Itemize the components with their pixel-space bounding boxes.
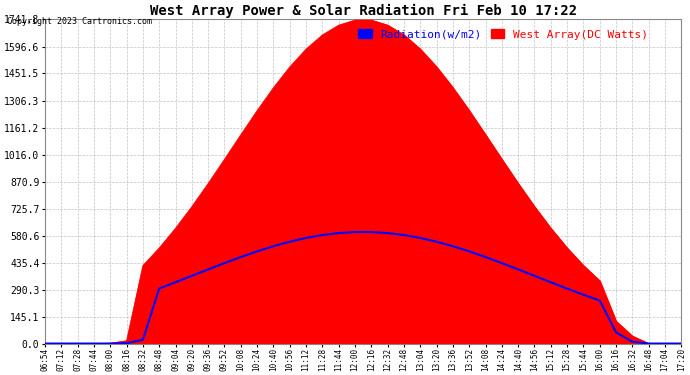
Legend: Radiation(w/m2), West Array(DC Watts): Radiation(w/m2), West Array(DC Watts) bbox=[354, 25, 652, 44]
Text: Copyright 2023 Cartronics.com: Copyright 2023 Cartronics.com bbox=[7, 17, 152, 26]
Title: West Array Power & Solar Radiation Fri Feb 10 17:22: West Array Power & Solar Radiation Fri F… bbox=[150, 4, 577, 18]
